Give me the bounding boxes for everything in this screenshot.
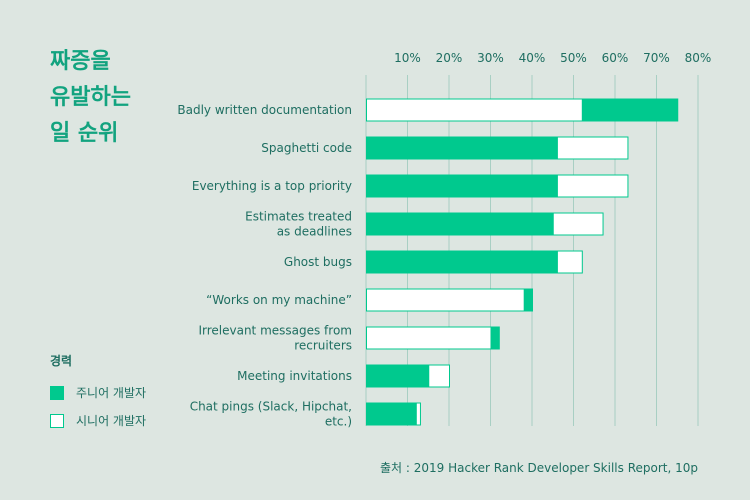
x-tick-label: 30% [477,51,504,65]
category-label: Badly written documentation [177,103,352,117]
bar-junior [366,136,558,160]
x-tick-label: 20% [436,51,463,65]
x-tick-label: 80% [685,51,712,65]
category-label: Chat pings (Slack, Hipchat, etc.) [190,400,352,429]
category-label: Everything is a top priority [192,179,352,193]
legend-swatch-senior [50,413,64,428]
category-label: “Works on my machine” [206,293,352,307]
category-label: Spaghetti code [261,141,352,155]
legend-label-junior: 주니어 개발자 [76,386,147,400]
category-label: Irrelevant messages from recruiters [198,324,352,353]
bar-senior [366,98,583,122]
bar-junior [366,212,554,236]
legend-swatch-junior [50,385,64,400]
category-label: Estimates treated as deadlines [245,210,352,239]
bar-senior [366,326,492,350]
bar-junior [366,174,558,198]
legend-title: 경력 [50,354,73,368]
legend-item-senior: 시니어 개발자 [50,412,146,429]
category-label: Ghost bugs [284,255,352,269]
x-tick-label: 50% [560,51,587,65]
bar-senior [366,288,525,312]
category-label: Meeting invitations [237,369,352,383]
legend-label-senior: 시니어 개발자 [76,414,147,428]
x-tick-label: 10% [394,51,421,65]
bar-junior [366,402,417,426]
x-tick-label: 70% [643,51,670,65]
chart-title: 짜증을 유발하는 일 순위 [50,49,131,146]
x-tick-label: 60% [602,51,629,65]
legend-item-junior: 주니어 개발자 [50,384,146,401]
bar-junior [366,364,430,388]
bar-junior [366,250,558,274]
source-note: 출처 : 2019 Hacker Rank Developer Skills R… [380,461,698,475]
x-tick-label: 40% [519,51,546,65]
